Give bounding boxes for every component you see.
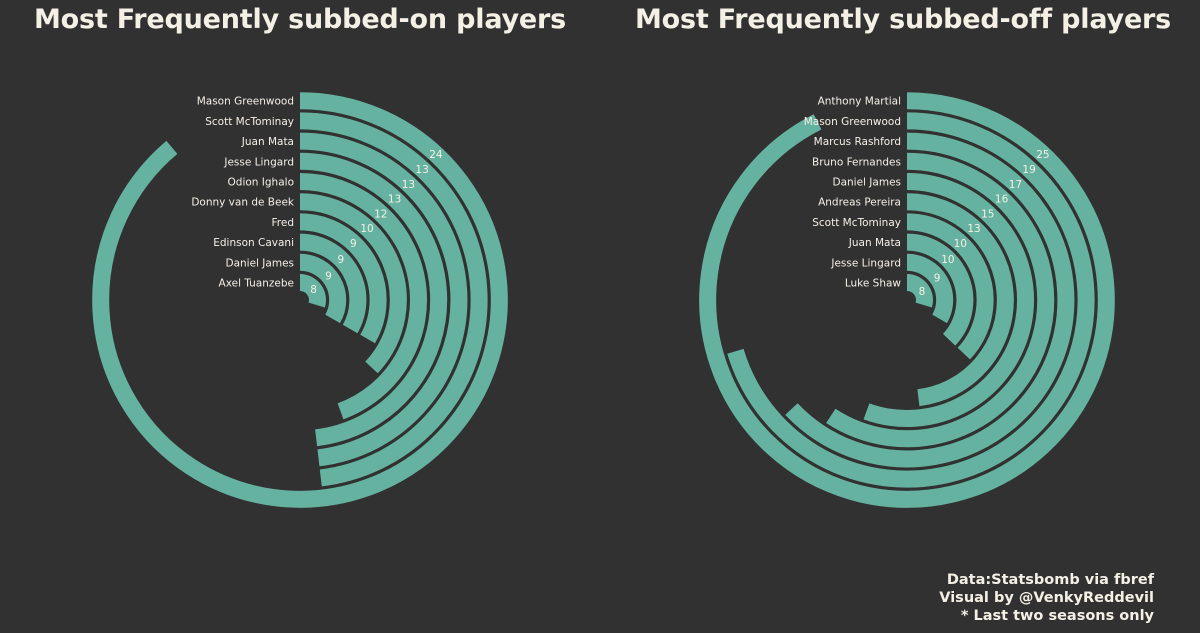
category-label-jesse-lingard: Jesse Lingard [223, 156, 294, 168]
category-label-daniel-james: Daniel James [833, 177, 902, 189]
category-label-andreas-pereira: Andreas Pereira [818, 197, 901, 209]
category-label-mason-greenwood: Mason Greenwood [804, 116, 901, 128]
value-label-jesse-lingard: 13 [388, 194, 401, 206]
category-label-anthony-martial: Anthony Martial [818, 96, 901, 108]
value-label-odion-ighalo: 12 [374, 208, 387, 220]
bar-mason-greenwood [727, 112, 1095, 488]
bar-luke-shaw [906, 274, 933, 308]
left-chart-title: Most Frequently subbed-on players [33, 4, 567, 35]
bar-anthony-martial [699, 92, 1115, 508]
bar-andreas-pereira [906, 193, 1014, 407]
bar-edinson-cavani [299, 233, 367, 334]
category-label-donny-van-de-beek: Donny van de Beek [191, 197, 295, 209]
credits-author: Visual by @VenkyReddevil [939, 590, 1154, 606]
category-label-daniel-james: Daniel James [226, 257, 295, 269]
category-label-axel-tuanzebe: Axel Tuanzebe [219, 278, 294, 290]
category-label-juan-mata: Juan Mata [241, 136, 294, 148]
category-label-jesse-lingard: Jesse Lingard [830, 257, 901, 269]
value-label-donny-van-de-beek: 10 [360, 223, 373, 235]
right-chart-title: Most Frequently subbed-off players [634, 4, 1172, 35]
bar-bruno-fernandes [826, 152, 1055, 448]
category-label-luke-shaw: Luke Shaw [845, 278, 902, 290]
category-label-mason-greenwood: Mason Greenwood [197, 96, 294, 108]
bar-scott-mctominay [299, 112, 488, 487]
category-label-edinson-cavani: Edinson Cavani [213, 237, 294, 249]
category-label-fred: Fred [272, 217, 295, 229]
category-label-odion-ighalo: Odion Ighalo [228, 177, 294, 189]
value-label-luke-shaw: 8 [919, 286, 926, 298]
category-label-bruno-fernandes: Bruno Fernandes [812, 156, 901, 168]
bar-juan-mata [299, 132, 468, 467]
category-label-scott-mctominay: Scott McTominay [812, 217, 901, 229]
value-label-scott-mctominay: 13 [415, 164, 428, 176]
bar-jesse-lingard [299, 152, 448, 447]
value-label-marcus-rashford: 17 [1009, 179, 1022, 191]
bar-scott-mctominay [906, 213, 994, 360]
bar-daniel-james [299, 253, 347, 324]
value-label-jesse-lingard: 9 [934, 272, 941, 284]
value-label-mason-greenwood: 24 [429, 149, 443, 161]
credits-note: * Last two seasons only [960, 608, 1154, 624]
bar-daniel-james [863, 173, 1034, 427]
value-label-bruno-fernandes: 16 [995, 194, 1009, 206]
value-label-juan-mata: 13 [402, 179, 415, 191]
bar-fred [299, 213, 387, 344]
value-label-andreas-pereira: 13 [967, 223, 980, 235]
category-label-juan-mata: Juan Mata [848, 237, 901, 249]
value-label-axel-tuanzebe: 8 [310, 284, 317, 296]
credits-data-source: Data:Statsbomb via fbref [946, 572, 1154, 588]
bar-odion-ighalo [299, 173, 427, 420]
credits: Data:Statsbomb via fbref Visual by @Venk… [939, 571, 1154, 625]
value-label-daniel-james: 9 [325, 270, 332, 282]
value-label-scott-mctominay: 10 [954, 238, 967, 250]
bar-jesse-lingard [906, 253, 954, 324]
bar-marcus-rashford [785, 132, 1075, 468]
value-label-fred: 9 [350, 238, 357, 250]
value-label-anthony-martial: 25 [1036, 149, 1049, 161]
bar-juan-mata [906, 233, 974, 346]
bar-axel-tuanzebe [299, 274, 326, 308]
category-label-marcus-rashford: Marcus Rashford [814, 136, 901, 148]
value-label-edinson-cavani: 9 [338, 254, 345, 266]
value-label-juan-mata: 10 [941, 254, 954, 266]
bar-mason-greenwood [92, 92, 508, 508]
bar-donny-van-de-beek [299, 193, 407, 374]
value-label-mason-greenwood: 19 [1022, 164, 1035, 176]
value-label-daniel-james: 15 [981, 208, 994, 220]
category-label-scott-mctominay: Scott McTominay [205, 116, 294, 128]
